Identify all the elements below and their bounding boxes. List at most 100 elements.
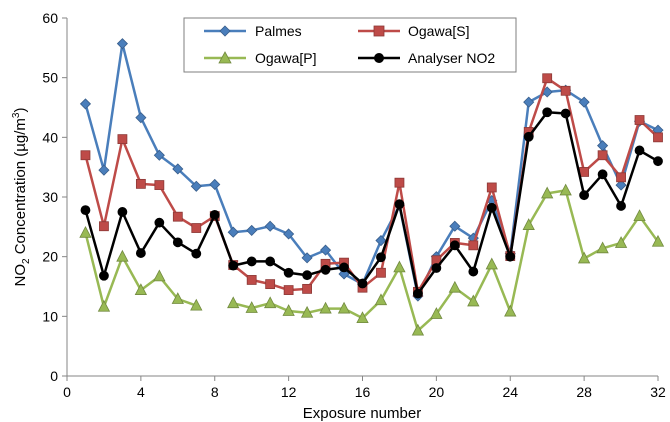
data-point	[486, 182, 497, 193]
data-point	[504, 304, 517, 317]
data-point	[99, 270, 109, 281]
data-point	[319, 244, 332, 256]
data-point	[135, 112, 147, 124]
data-point	[505, 251, 516, 262]
y-tick-label: 10	[42, 308, 58, 324]
data-point	[376, 252, 386, 263]
series-2	[79, 183, 665, 336]
data-point	[283, 228, 295, 240]
x-tick-label: 8	[211, 384, 219, 400]
y-tick-label: 30	[42, 189, 58, 205]
series-line	[84, 111, 659, 295]
data-point	[430, 307, 443, 319]
data-point	[282, 304, 295, 316]
data-point	[448, 280, 462, 293]
data-point	[357, 278, 368, 289]
legend-item-analyser-no2: Analyser NO2	[358, 50, 495, 66]
data-point	[227, 296, 240, 309]
data-point	[80, 150, 91, 161]
data-point	[560, 85, 571, 96]
y-tick-label: 60	[42, 10, 58, 26]
y-tick-label: 20	[42, 249, 58, 265]
data-point	[523, 131, 534, 142]
data-point	[596, 241, 609, 254]
legend-label-analyser-no2: Analyser NO2	[408, 50, 495, 66]
data-point	[485, 257, 498, 270]
data-point	[154, 180, 165, 190]
data-point	[653, 132, 663, 143]
x-tick-label: 28	[576, 384, 592, 400]
data-point	[79, 225, 92, 238]
data-point	[135, 178, 146, 189]
x-axis-title: Exposure number	[303, 405, 421, 422]
series-layer	[79, 38, 665, 336]
data-point	[394, 199, 405, 210]
series-0	[79, 38, 664, 302]
data-point	[597, 169, 608, 180]
data-point	[337, 301, 351, 314]
data-point	[542, 73, 553, 84]
y-tick-label: 0	[50, 368, 58, 384]
data-point	[98, 164, 110, 176]
data-point	[302, 270, 312, 281]
data-point	[541, 186, 554, 199]
data-point	[579, 167, 590, 177]
data-point	[597, 140, 609, 152]
data-point	[135, 248, 146, 258]
data-point	[374, 293, 388, 306]
data-point	[375, 234, 387, 247]
series-line	[84, 42, 659, 298]
data-point	[283, 285, 294, 295]
series-3	[80, 107, 663, 299]
data-point	[97, 299, 111, 312]
legend: Palmes Ogawa[S] Ogawa[P] Analyser NO2	[183, 17, 517, 73]
data-point	[246, 256, 257, 267]
data-point	[486, 202, 497, 213]
data-point	[190, 180, 202, 192]
data-point	[116, 249, 129, 262]
legend-box	[183, 17, 517, 73]
data-point	[356, 311, 369, 324]
x-tick-label: 20	[429, 384, 445, 400]
legend-label-palmes: Palmes	[255, 23, 302, 39]
data-point	[578, 96, 590, 108]
legend-label-ogawa-p: Ogawa[P]	[255, 50, 316, 66]
data-point	[411, 323, 425, 336]
data-point	[154, 217, 165, 228]
data-point	[653, 156, 663, 167]
data-point	[579, 190, 590, 201]
data-point	[134, 283, 148, 295]
data-point	[339, 262, 349, 273]
legend-item-ogawa-s: Ogawa[S]	[358, 23, 469, 39]
data-point	[171, 292, 184, 304]
data-point	[449, 240, 460, 251]
data-point	[228, 260, 239, 271]
data-point	[209, 209, 220, 220]
x-tick-label: 0	[63, 384, 71, 400]
x-tick-label: 32	[650, 384, 666, 400]
data-point	[300, 305, 314, 318]
data-point	[468, 240, 479, 251]
data-point	[616, 201, 626, 211]
data-point	[172, 237, 183, 248]
data-point	[577, 251, 591, 264]
data-point	[542, 107, 553, 118]
x-ticks: 0 4 8 12 16 20 24 28 32	[63, 376, 666, 400]
data-point	[633, 209, 646, 221]
data-point	[302, 283, 312, 294]
y-tick-label: 50	[42, 70, 58, 86]
y-axis-title: NO2 Concentration (µg/m3)	[11, 108, 32, 287]
data-point	[172, 163, 184, 175]
data-point	[263, 296, 277, 309]
data-point	[245, 301, 258, 313]
data-point	[467, 294, 480, 307]
data-point	[614, 236, 628, 248]
data-point	[191, 223, 202, 233]
data-point	[376, 267, 386, 278]
data-point	[117, 207, 128, 217]
x-tick-label: 16	[355, 384, 371, 400]
data-point	[301, 252, 313, 264]
data-point	[394, 177, 405, 188]
legend-label-ogawa-s: Ogawa[S]	[408, 23, 469, 39]
data-point	[393, 260, 406, 273]
